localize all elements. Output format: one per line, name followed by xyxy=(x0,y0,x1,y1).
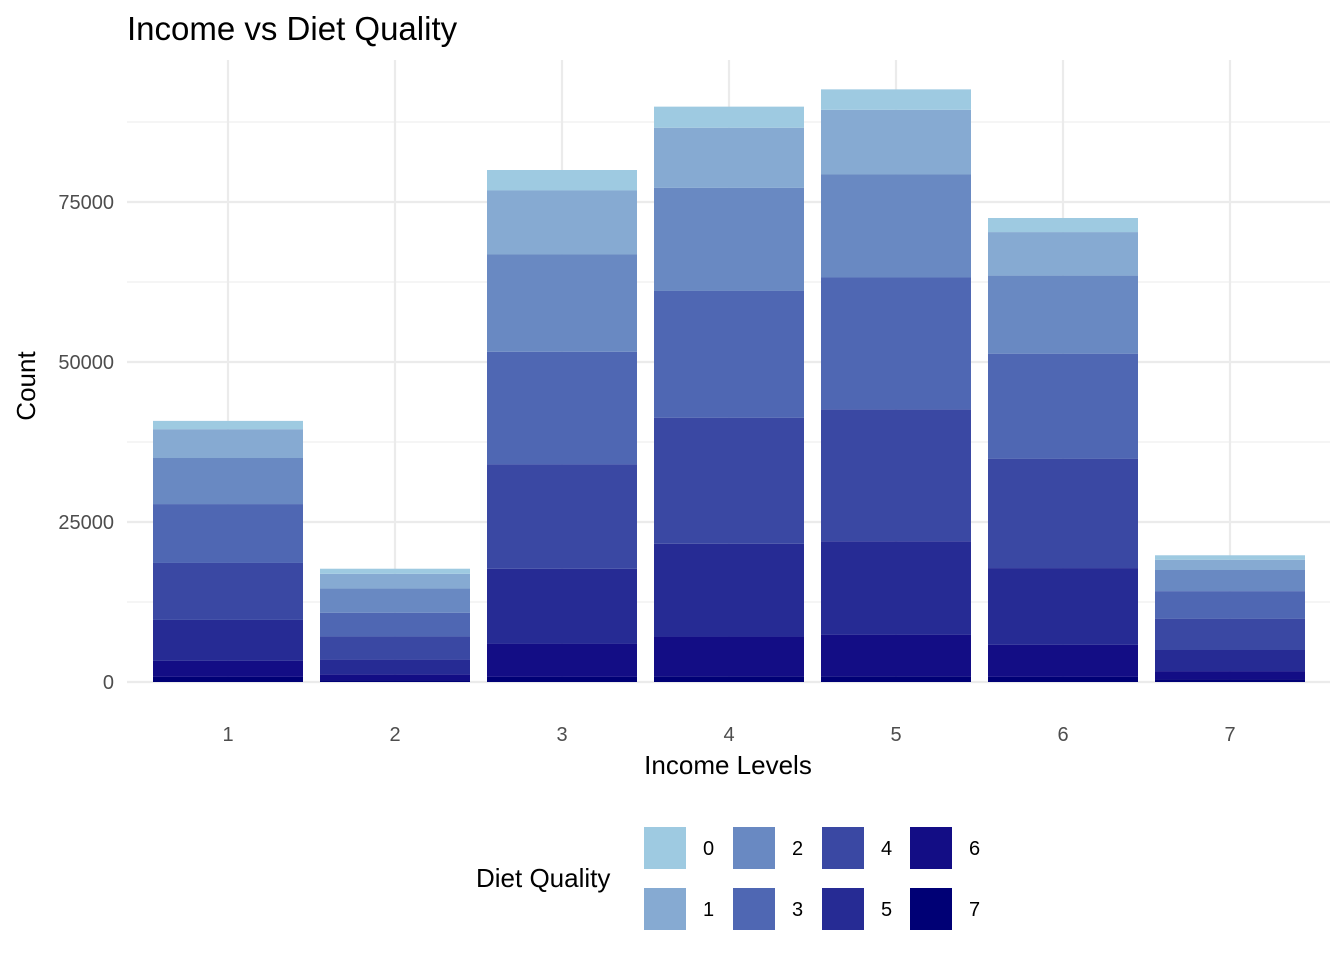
bar-segment-income-6-diet-1 xyxy=(988,232,1138,276)
bar-segment-income-5-diet-6 xyxy=(821,634,971,677)
bar-segment-income-1-diet-0 xyxy=(153,420,303,430)
bar-segment-income-4-diet-0 xyxy=(654,106,804,128)
legend-swatch-2 xyxy=(733,827,775,869)
bar-segment-income-3-diet-6 xyxy=(487,643,637,677)
x-tick-label: 4 xyxy=(723,724,734,746)
y-tick-label: 50000 xyxy=(58,352,114,374)
legend-label-6: 6 xyxy=(969,838,980,860)
bar-segment-income-6-diet-6 xyxy=(988,644,1138,677)
bar-segment-income-6-diet-7 xyxy=(988,676,1138,682)
bar-segment-income-4-diet-7 xyxy=(654,676,804,682)
bar-segment-income-3-diet-7 xyxy=(487,676,637,682)
bar-segment-income-5-diet-7 xyxy=(821,676,971,682)
bar-segment-income-5-diet-4 xyxy=(821,409,971,542)
bar-segment-income-4-diet-4 xyxy=(654,417,804,544)
bar-segment-income-1-diet-7 xyxy=(153,676,303,682)
bar-segment-income-7-diet-0 xyxy=(1155,555,1305,560)
x-tick-label: 6 xyxy=(1057,724,1068,746)
bar-segment-income-4-diet-3 xyxy=(654,290,804,418)
legend-label-2: 2 xyxy=(792,838,803,860)
y-axis-ticks: 0 25000 50000 75000 xyxy=(58,192,114,694)
bar-segment-income-6-diet-3 xyxy=(988,353,1138,459)
legend-label-0: 0 xyxy=(703,838,714,860)
x-tick-label: 5 xyxy=(890,724,901,746)
legend-swatch-1 xyxy=(644,888,686,930)
bar-segment-income-3-diet-0 xyxy=(487,170,637,191)
bar-segment-income-7-diet-5 xyxy=(1155,650,1305,672)
y-tick-label: 75000 xyxy=(58,192,114,214)
bar-segment-income-2-diet-0 xyxy=(320,568,470,574)
bar-segment-income-4-diet-5 xyxy=(654,543,804,637)
bars xyxy=(153,89,1305,682)
y-tick-label: 0 xyxy=(103,672,114,694)
bar-segment-income-4-diet-1 xyxy=(654,127,804,188)
legend-swatch-6 xyxy=(910,827,952,869)
bar-segment-income-3-diet-3 xyxy=(487,351,637,465)
bar-segment-income-1-diet-6 xyxy=(153,660,303,677)
bar-segment-income-5-diet-0 xyxy=(821,89,971,110)
bar-segment-income-7-diet-1 xyxy=(1155,559,1305,570)
bar-segment-income-7-diet-7 xyxy=(1155,679,1305,682)
bar-segment-income-2-diet-4 xyxy=(320,636,470,660)
bar-segment-income-3-diet-1 xyxy=(487,190,637,255)
legend-label-7: 7 xyxy=(969,899,980,921)
bar-segment-income-2-diet-5 xyxy=(320,659,470,675)
bar-segment-income-1-diet-5 xyxy=(153,619,303,661)
legend-label-1: 1 xyxy=(703,899,714,921)
legend-label-4: 4 xyxy=(881,838,892,860)
legend-swatch-4 xyxy=(822,827,864,869)
bar-segment-income-4-diet-6 xyxy=(654,636,804,677)
bar-segment-income-7-diet-4 xyxy=(1155,618,1305,650)
bar-segment-income-3-diet-2 xyxy=(487,254,637,352)
bar-segment-income-5-diet-3 xyxy=(821,277,971,410)
bar-segment-income-2-diet-7 xyxy=(320,680,470,682)
legend-label-3: 3 xyxy=(792,899,803,921)
legend-swatch-0 xyxy=(644,827,686,869)
bar-segment-income-7-diet-6 xyxy=(1155,671,1305,680)
x-axis-ticks: 1 2 3 4 5 6 7 xyxy=(222,724,1235,746)
bar-segment-income-1-diet-2 xyxy=(153,458,303,505)
bar-segment-income-1-diet-3 xyxy=(153,504,303,563)
legend-label-5: 5 xyxy=(881,899,892,921)
bar-segment-income-7-diet-3 xyxy=(1155,591,1305,619)
bar-segment-income-2-diet-3 xyxy=(320,612,470,637)
y-axis-title: Count xyxy=(11,351,41,421)
bar-segment-income-3-diet-4 xyxy=(487,464,637,569)
bar-segment-income-6-diet-2 xyxy=(988,275,1138,354)
bar-segment-income-5-diet-5 xyxy=(821,541,971,635)
x-axis-title: Income Levels xyxy=(644,750,812,780)
bar-segment-income-2-diet-6 xyxy=(320,674,470,681)
legend-title: Diet Quality xyxy=(476,863,610,893)
bar-segment-income-2-diet-1 xyxy=(320,573,470,589)
bar-segment-income-1-diet-4 xyxy=(153,562,303,620)
bar-segment-income-5-diet-2 xyxy=(821,174,971,278)
y-tick-label: 25000 xyxy=(58,512,114,534)
legend-swatch-5 xyxy=(822,888,864,930)
bar-segment-income-5-diet-1 xyxy=(821,109,971,175)
bar-segment-income-4-diet-2 xyxy=(654,187,804,291)
legend-items: 0 1 2 3 4 5 6 7 xyxy=(644,827,980,930)
x-tick-label: 3 xyxy=(556,724,567,746)
bar-segment-income-6-diet-4 xyxy=(988,458,1138,569)
chart-title: Income vs Diet Quality xyxy=(127,10,458,47)
bar-segment-income-6-diet-0 xyxy=(988,218,1138,233)
x-tick-label: 7 xyxy=(1224,724,1235,746)
x-tick-label: 2 xyxy=(389,724,400,746)
legend-swatch-3 xyxy=(733,888,775,930)
bar-segment-income-7-diet-2 xyxy=(1155,570,1305,592)
bar-segment-income-1-diet-1 xyxy=(153,429,303,458)
bar-segment-income-6-diet-5 xyxy=(988,568,1138,645)
bar-segment-income-2-diet-2 xyxy=(320,588,470,613)
legend-swatch-7 xyxy=(910,888,952,930)
x-tick-label: 1 xyxy=(222,724,233,746)
legend: Diet Quality 0 1 2 3 4 5 6 7 xyxy=(476,827,980,930)
bar-segment-income-3-diet-5 xyxy=(487,568,637,644)
